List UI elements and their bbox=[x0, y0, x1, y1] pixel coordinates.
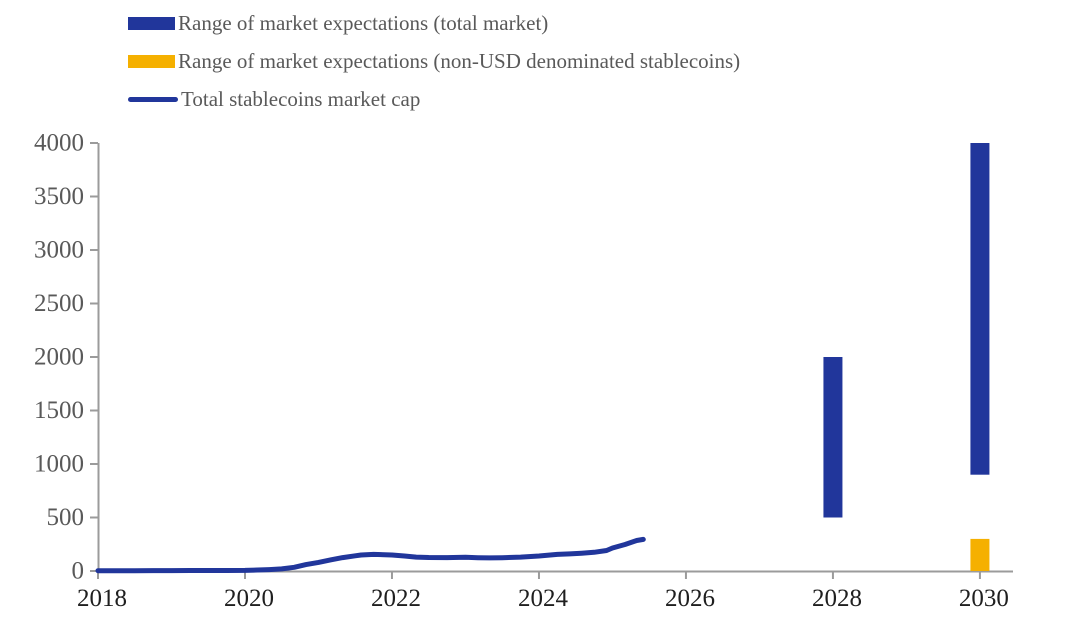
x-tick-label: 2020 bbox=[224, 585, 274, 612]
legend-item-total-line: Total stablecoins market cap bbox=[128, 80, 740, 118]
total_line-line bbox=[95, 536, 646, 574]
y-tick-label: 1000 bbox=[34, 451, 84, 478]
total_range-bar-2028 bbox=[823, 357, 843, 518]
nonusd-range-swatch-icon bbox=[128, 54, 175, 68]
x-tick-label: 2018 bbox=[77, 585, 127, 612]
y-tick-label: 1500 bbox=[34, 397, 84, 424]
x-tick-label: 2030 bbox=[959, 585, 1009, 612]
chart-legend: Range of market expectations (total mark… bbox=[128, 4, 740, 118]
legend-label: Total stablecoins market cap bbox=[181, 86, 421, 111]
legend-label: Range of market expectations (total mark… bbox=[178, 10, 549, 35]
y-tick-label: 0 bbox=[72, 558, 85, 585]
x-tick-label: 2026 bbox=[665, 585, 715, 612]
y-tick-label: 2000 bbox=[34, 344, 84, 371]
total_range-bar-2030 bbox=[970, 143, 990, 475]
y-tick-label: 500 bbox=[47, 504, 85, 531]
y-tick-label: 3500 bbox=[34, 183, 84, 210]
y-tick-label: 4000 bbox=[34, 130, 84, 157]
legend-item-nonusd-range: Range of market expectations (non-USD de… bbox=[128, 42, 740, 80]
x-tick-label: 2022 bbox=[371, 585, 421, 612]
legend-label: Range of market expectations (non-USD de… bbox=[178, 48, 741, 73]
y-tick-label: 3000 bbox=[34, 237, 84, 264]
x-tick-label: 2024 bbox=[518, 585, 569, 612]
x-tick-label: 2028 bbox=[812, 585, 862, 612]
legend-item-total-range: Range of market expectations (total mark… bbox=[128, 4, 740, 42]
total-range-swatch-icon bbox=[128, 16, 175, 30]
total-line-swatch-icon bbox=[128, 96, 178, 102]
nonusd_range-bar-2030 bbox=[970, 538, 990, 571]
y-tick-label: 2500 bbox=[34, 290, 84, 317]
